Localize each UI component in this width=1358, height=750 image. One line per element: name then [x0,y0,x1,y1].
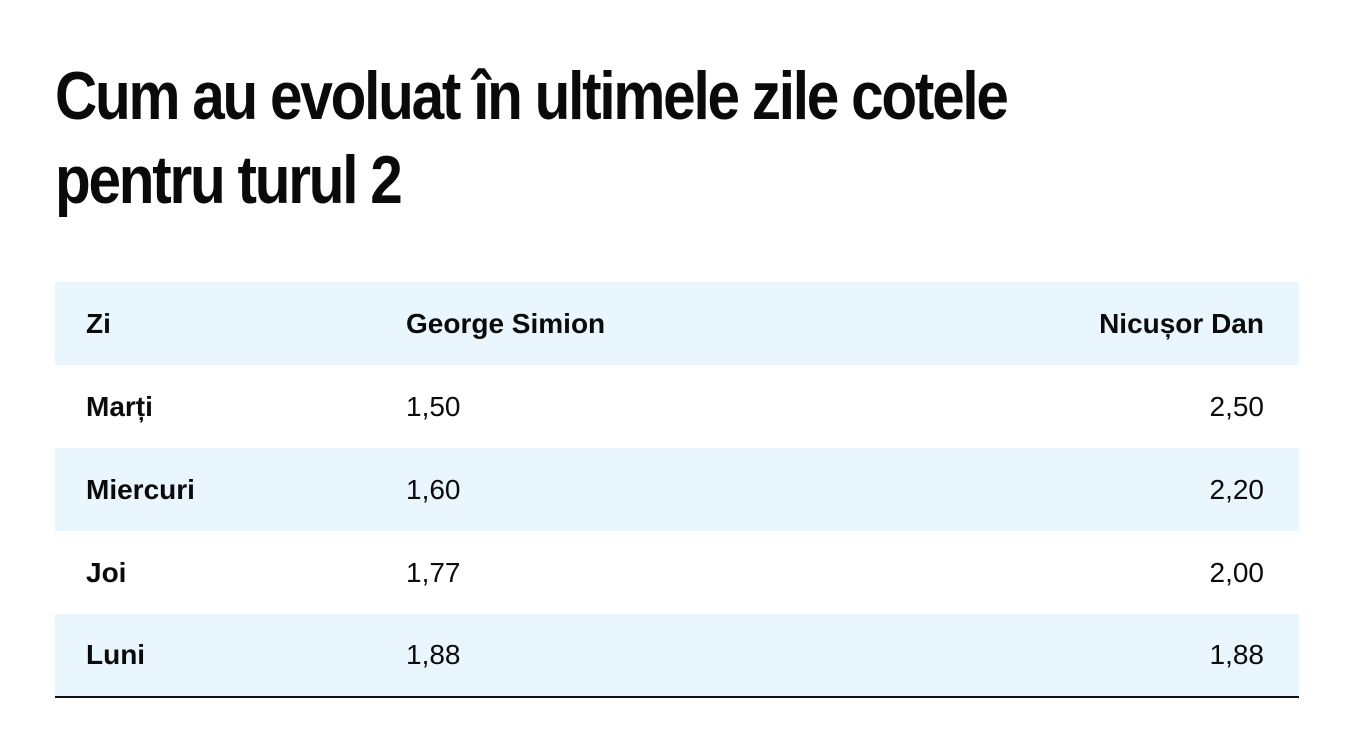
day-cell: Miercuri [86,473,195,505]
simion-odds-cell: 1,77 [406,556,461,588]
header-george-simion: George Simion [406,307,606,339]
table-row: Luni 1,88 1,88 [55,614,1299,697]
dan-odds-cell: 2,50 [1209,390,1265,422]
simion-odds-cell: 1,50 [406,390,461,422]
simion-odds-cell: 1,88 [406,639,461,670]
day-cell: Luni [86,639,146,670]
table-row: Miercuri 1,60 2,20 [55,448,1299,531]
table-row: Marți 1,50 2,50 [55,365,1299,448]
dan-odds-cell: 1,88 [1209,639,1265,670]
dan-odds-cell: 2,00 [1209,556,1265,588]
dan-odds-cell: 2,20 [1209,473,1265,505]
table-row: Joi 1,77 2,00 [55,531,1299,614]
header-day: Zi [86,307,111,339]
article-title: Cum au evoluat în ultimele zile cotele p… [55,58,1009,218]
simion-odds-cell: 1,60 [406,473,461,505]
table-header-row: Zi George Simion Nicușor Dan [55,282,1299,365]
day-cell: Joi [86,556,127,588]
header-nicusor-dan: Nicușor Dan [1099,307,1264,339]
odds-table: Zi George Simion Nicușor Dan Marți 1,50 … [55,282,1299,698]
day-cell: Marți [86,390,153,422]
